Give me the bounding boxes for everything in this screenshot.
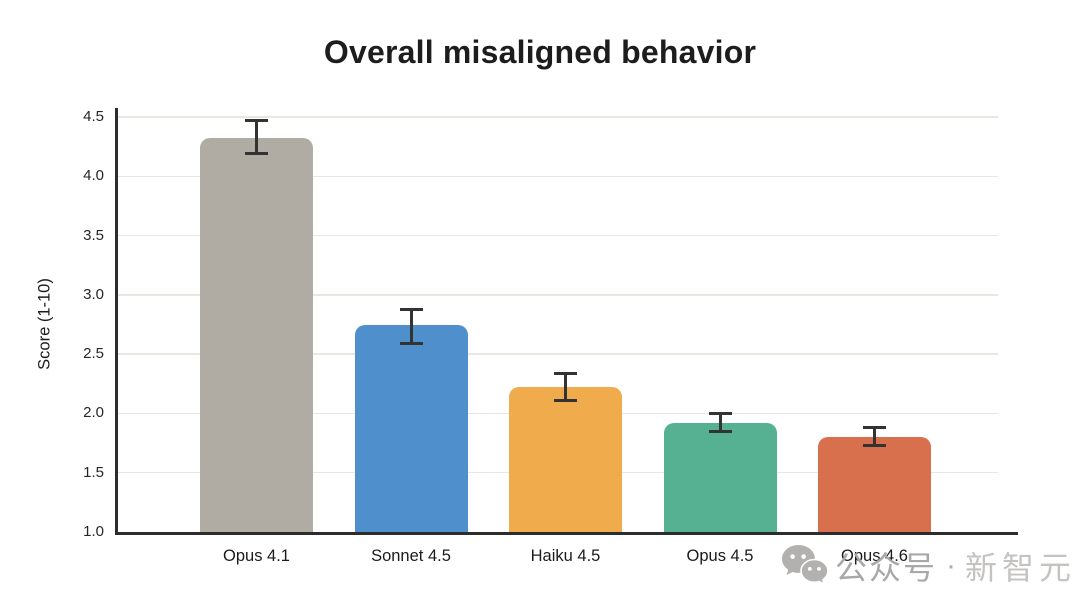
error-bar-cap (554, 398, 577, 402)
error-bar-cap (708, 429, 732, 433)
gridline (118, 234, 998, 237)
error-bar-cap (245, 119, 268, 123)
gridline (118, 116, 998, 118)
error-bar (409, 309, 413, 344)
y-tick-label: 4.5 (83, 108, 104, 125)
gridline (118, 175, 998, 178)
y-tick-label: 1.0 (83, 523, 104, 540)
watermark-account-text: 公众号 (835, 550, 938, 586)
error-bar (564, 373, 567, 401)
bar-opus-4-1 (200, 138, 313, 532)
error-bar-cap (863, 443, 886, 447)
error-bar (255, 120, 258, 154)
error-bar-cap (708, 411, 732, 415)
x-tick-label: Opus 4.1 (223, 547, 290, 565)
y-tick-label: 4.0 (83, 167, 104, 185)
bar-opus-4-6 (818, 437, 931, 532)
y-axis-title: Score (1-10) (35, 278, 54, 370)
x-tick-label: Haiku 4.5 (530, 547, 601, 565)
error-bar (873, 427, 876, 446)
plot-area (115, 108, 1018, 535)
wechat-icon (782, 545, 828, 586)
bar-haiku-4-5 (509, 387, 622, 532)
error-bar-cap (554, 371, 577, 375)
watermark-separator: · (946, 549, 957, 582)
bar-opus-4-5 (663, 422, 777, 532)
chart-title: Overall misaligned behavior (323, 34, 757, 70)
y-tick-label: 2.0 (83, 404, 104, 422)
gridline (118, 353, 998, 355)
error-bar (718, 413, 722, 432)
x-tick-label: Sonnet 4.5 (371, 547, 451, 565)
watermark-brand-text: 新智元 (965, 550, 1077, 586)
y-tick-label: 3.5 (83, 226, 104, 244)
error-bar-cap (863, 426, 886, 430)
x-tick-label: Opus 4.5 (686, 547, 754, 565)
error-bar-cap (245, 152, 268, 156)
y-tick-label: 1.5 (83, 463, 104, 481)
bar-sonnet-4-5 (354, 324, 468, 532)
gridline (118, 294, 998, 296)
watermark: 公众号 · 新智元 (781, 541, 1076, 591)
error-bar-cap (399, 307, 423, 311)
error-bar-cap (399, 341, 423, 345)
